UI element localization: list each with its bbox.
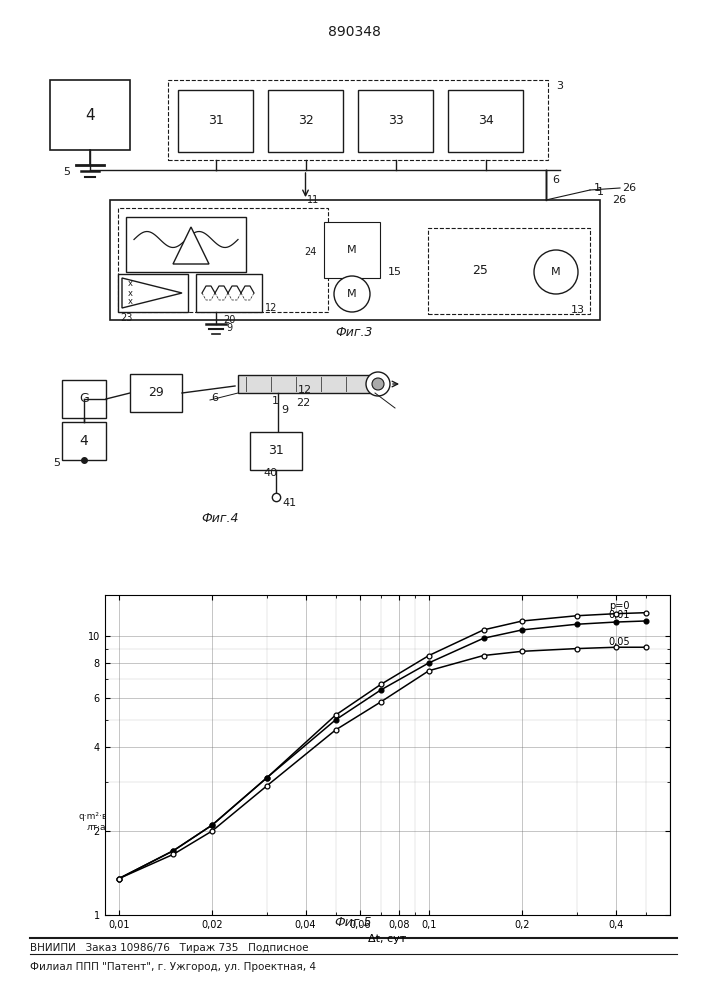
Text: 890348: 890348 <box>327 25 380 39</box>
Bar <box>196 274 262 312</box>
Text: 13: 13 <box>571 305 585 315</box>
Text: 31: 31 <box>268 444 284 458</box>
Bar <box>435 235 525 307</box>
Text: x: x <box>127 279 132 288</box>
Text: 5: 5 <box>54 458 61 468</box>
Text: G: G <box>79 392 89 406</box>
Text: 9: 9 <box>226 323 232 333</box>
Text: 24: 24 <box>304 247 316 257</box>
Text: 5: 5 <box>64 167 71 177</box>
Text: x: x <box>127 298 132 306</box>
Text: 6: 6 <box>552 175 559 185</box>
Text: 26: 26 <box>622 183 636 193</box>
Circle shape <box>330 228 374 272</box>
Bar <box>110 200 600 320</box>
Text: M: M <box>551 267 561 277</box>
Text: 6: 6 <box>211 393 218 403</box>
Text: 4: 4 <box>80 434 88 448</box>
Text: 31: 31 <box>208 114 223 127</box>
Text: Фиг.5: Фиг.5 <box>334 916 373 929</box>
Bar <box>130 374 182 412</box>
Bar <box>50 80 130 150</box>
Text: 1: 1 <box>594 183 601 193</box>
Text: 11: 11 <box>307 195 319 205</box>
Text: 0,05: 0,05 <box>609 637 631 647</box>
Bar <box>178 90 253 152</box>
Text: Фиг.3: Фиг.3 <box>335 326 373 338</box>
Text: 12: 12 <box>265 303 277 313</box>
Text: 33: 33 <box>387 114 404 127</box>
Text: 15: 15 <box>388 267 402 277</box>
Bar <box>118 274 188 312</box>
Polygon shape <box>173 227 209 264</box>
Bar <box>428 228 590 314</box>
Text: 41: 41 <box>282 498 296 508</box>
Text: 9: 9 <box>281 405 288 415</box>
Text: 34: 34 <box>478 114 493 127</box>
Bar <box>268 90 343 152</box>
Text: 40: 40 <box>264 468 278 478</box>
Text: Филиал ППП "Патент", г. Ужгород, ул. Проектная, 4: Филиал ППП "Патент", г. Ужгород, ул. Про… <box>30 962 316 972</box>
Text: 1: 1 <box>271 396 279 406</box>
Text: M: M <box>347 245 357 255</box>
Circle shape <box>534 250 578 294</box>
Circle shape <box>372 378 384 390</box>
Bar <box>358 90 433 152</box>
Bar <box>324 222 380 278</box>
Text: M: M <box>347 289 357 299</box>
Text: 0,01: 0,01 <box>609 610 630 620</box>
Text: 32: 32 <box>298 114 313 127</box>
Text: р=0: р=0 <box>609 601 629 611</box>
Text: x: x <box>127 288 132 298</box>
Text: 22: 22 <box>296 398 310 408</box>
Bar <box>62 422 106 460</box>
Text: 26: 26 <box>612 195 626 205</box>
Polygon shape <box>122 278 182 308</box>
Text: 29: 29 <box>148 386 164 399</box>
X-axis label: Δt, сут: Δt, сут <box>368 934 407 944</box>
Text: 25: 25 <box>472 264 488 277</box>
Bar <box>238 375 375 393</box>
Circle shape <box>334 276 370 312</box>
Text: ВНИИПИ   Заказ 10986/76   Тираж 735   Подписное: ВНИИПИ Заказ 10986/76 Тираж 735 Подписно… <box>30 943 308 953</box>
Text: 23: 23 <box>120 313 132 323</box>
Bar <box>168 80 548 160</box>
Text: q·m²·вб
лт·а: q·m²·вб лт·а <box>78 812 113 832</box>
Text: 1: 1 <box>597 187 604 197</box>
Circle shape <box>366 372 390 396</box>
Bar <box>448 90 523 152</box>
Bar <box>250 432 302 470</box>
Text: Фиг.4: Фиг.4 <box>201 512 239 524</box>
Bar <box>62 380 106 418</box>
Text: 4: 4 <box>85 107 95 122</box>
Text: 12: 12 <box>298 385 312 395</box>
Text: 3: 3 <box>556 81 563 91</box>
Text: 20: 20 <box>223 315 235 325</box>
Bar <box>118 208 328 312</box>
Bar <box>126 217 246 272</box>
